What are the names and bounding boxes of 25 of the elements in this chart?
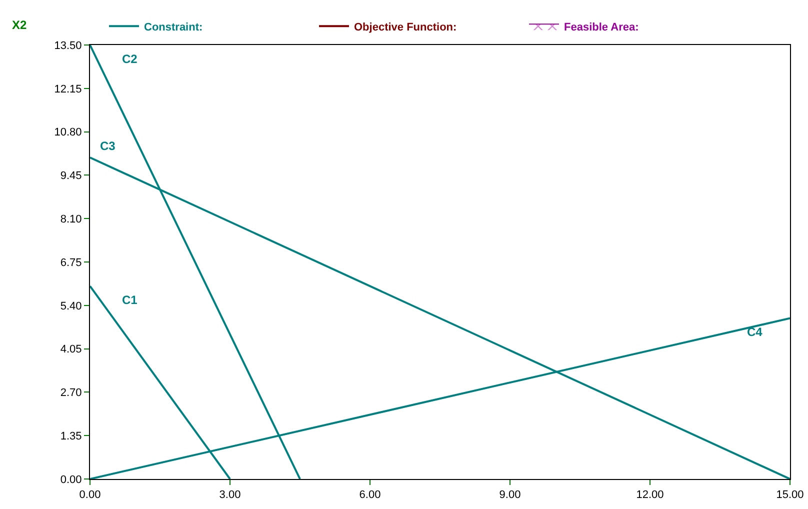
y-tick-label: 8.10 bbox=[60, 213, 82, 226]
y-tick-label: 2.70 bbox=[60, 387, 82, 400]
x-tick-label: 6.00 bbox=[359, 489, 381, 502]
x-tick-label: 9.00 bbox=[499, 489, 521, 502]
y-tick-label: 13.50 bbox=[54, 40, 82, 52]
y-tick-label: 12.15 bbox=[54, 83, 82, 96]
y-tick-label: 6.75 bbox=[60, 256, 82, 269]
series-label: C2 bbox=[122, 52, 138, 66]
y-tick-label: 0.00 bbox=[60, 474, 82, 486]
y-tick-label: 5.40 bbox=[60, 300, 82, 312]
x-tick-label: 3.00 bbox=[219, 489, 241, 502]
series-label: C1 bbox=[122, 293, 138, 307]
y-tick-label: 10.80 bbox=[54, 126, 82, 139]
y-axis-title: X2 bbox=[12, 18, 28, 32]
y-tick-label: 4.05 bbox=[60, 344, 82, 356]
x-tick-label: 12.00 bbox=[636, 489, 664, 502]
legend-label: Feasible Area: bbox=[564, 21, 639, 34]
x-tick-label: 15.00 bbox=[776, 489, 804, 502]
legend-label: Objective Function: bbox=[354, 21, 457, 34]
series-label: C4 bbox=[747, 325, 763, 339]
y-tick-label: 9.45 bbox=[60, 170, 82, 182]
y-tick-label: 1.35 bbox=[60, 430, 82, 442]
legend-label: Constraint: bbox=[144, 21, 203, 34]
series-label: C3 bbox=[100, 139, 116, 153]
x-tick-label: 0.00 bbox=[79, 489, 101, 502]
